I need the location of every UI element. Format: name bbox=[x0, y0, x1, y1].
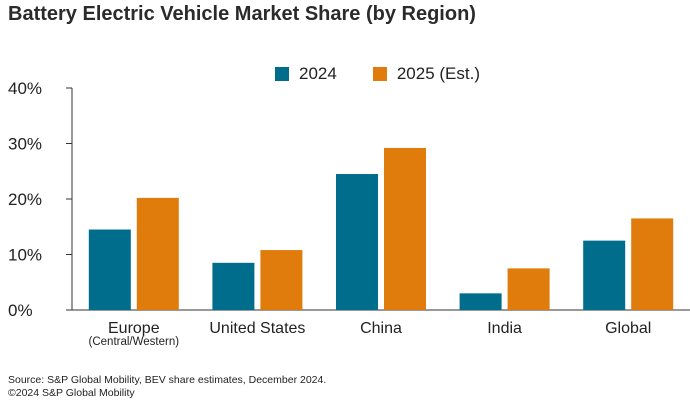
x-tick-sublabel: (Central/Western) bbox=[89, 336, 180, 348]
bar-global-2025 bbox=[631, 218, 674, 310]
y-tick-label: 10% bbox=[8, 246, 42, 265]
legend-label-2025: 2025 (Est.) bbox=[396, 64, 480, 83]
x-tick-label: United States bbox=[209, 320, 305, 337]
y-tick-label: 40% bbox=[8, 79, 42, 98]
source-footer: Source: S&P Global Mobility, BEV share e… bbox=[8, 374, 326, 400]
copyright-note: ©2024 S&P Global Mobility bbox=[8, 387, 135, 399]
bar-india-2025 bbox=[507, 268, 550, 310]
legend-item-2024: 2024 bbox=[275, 64, 337, 84]
y-tick-label: 0% bbox=[8, 301, 33, 320]
x-tick-label: Global bbox=[605, 320, 651, 337]
x-tick-label: India bbox=[487, 320, 522, 337]
legend: 2024 2025 (Est.) bbox=[275, 64, 516, 84]
x-tick-label: China bbox=[360, 320, 402, 337]
x-tick-label: Europe bbox=[108, 320, 160, 337]
bar-global-2024 bbox=[583, 240, 626, 310]
source-note: Source: S&P Global Mobility, BEV share e… bbox=[8, 374, 327, 386]
legend-item-2025: 2025 (Est.) bbox=[372, 64, 480, 84]
bar-europe-2024 bbox=[88, 229, 131, 310]
legend-label-2024: 2024 bbox=[299, 64, 337, 83]
bar-china-2025 bbox=[384, 147, 426, 310]
bar-china-2024 bbox=[336, 174, 378, 310]
y-tick-label: 20% bbox=[8, 190, 42, 209]
legend-swatch-2024 bbox=[275, 67, 289, 81]
bar-india-2024 bbox=[459, 293, 502, 310]
bar-europe-2025 bbox=[136, 197, 179, 310]
bar-united-states-2025 bbox=[260, 250, 303, 310]
legend-swatch-2025 bbox=[372, 67, 387, 81]
bar-united-states-2024 bbox=[212, 262, 255, 310]
y-tick-label: 30% bbox=[8, 135, 42, 154]
chart-title: Battery Electric Vehicle Market Share (b… bbox=[8, 3, 476, 25]
